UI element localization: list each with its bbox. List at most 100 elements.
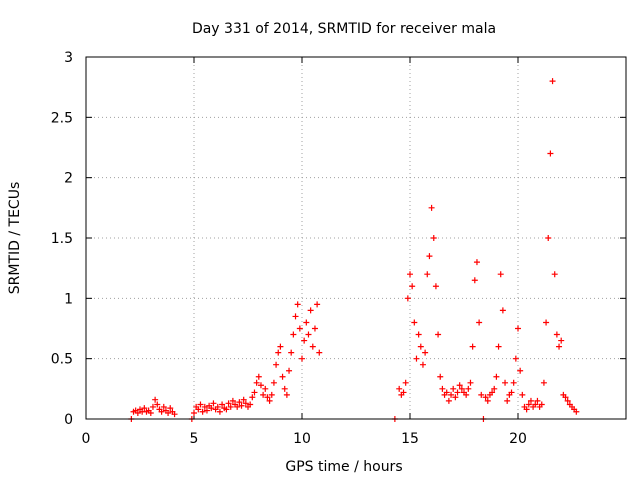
- data-point: [294, 301, 301, 308]
- data-point: [437, 373, 444, 380]
- data-point: [141, 405, 148, 412]
- data-point: [290, 331, 297, 338]
- data-point: [413, 355, 420, 362]
- data-point: [407, 271, 413, 278]
- data-point: [411, 319, 418, 326]
- data-point: [534, 397, 541, 404]
- data-point: [543, 319, 550, 326]
- data-point: [545, 235, 552, 241]
- data-point: [540, 379, 547, 386]
- data-point: [558, 337, 565, 344]
- data-point: [234, 403, 241, 410]
- data-point: [208, 405, 215, 412]
- data-point: [255, 373, 262, 380]
- y-tick-label: 0: [64, 412, 73, 428]
- data-point: [445, 397, 452, 404]
- data-point: [517, 367, 524, 374]
- y-tick-label: 3: [64, 50, 73, 66]
- data-point: [195, 406, 202, 413]
- data-point: [253, 379, 260, 386]
- data-point: [236, 399, 243, 406]
- data-point: [467, 379, 474, 386]
- data-point: [499, 307, 506, 314]
- grid-layer: [86, 57, 626, 419]
- data-point: [165, 409, 172, 416]
- data-point: [275, 349, 282, 356]
- data-point: [525, 401, 532, 408]
- data-point: [484, 397, 491, 404]
- data-point: [519, 391, 526, 398]
- data-point: [426, 253, 433, 260]
- data-point: [316, 349, 323, 356]
- data-point: [288, 349, 295, 356]
- data-point: [473, 259, 480, 266]
- data-point: [448, 391, 455, 398]
- x-tick-label: 0: [82, 431, 91, 447]
- data-point: [478, 391, 485, 398]
- data-point: [314, 301, 321, 308]
- data-point: [201, 403, 208, 410]
- data-point: [147, 409, 154, 416]
- data-point: [225, 400, 232, 407]
- data-point: [296, 325, 303, 332]
- data-point: [502, 379, 509, 386]
- data-point: [311, 325, 318, 332]
- data-point: [430, 235, 437, 241]
- data-point: [465, 385, 472, 392]
- data-point: [532, 401, 539, 408]
- data-point: [428, 204, 435, 211]
- data-point: [415, 331, 422, 338]
- data-point: [497, 271, 504, 278]
- data-point: [249, 394, 256, 401]
- data-point: [515, 325, 521, 332]
- data-point: [504, 397, 511, 404]
- data-point: [149, 403, 156, 410]
- data-point: [277, 343, 284, 350]
- data-point: [491, 385, 498, 392]
- data-point: [443, 389, 450, 396]
- y-tick-label: 1: [64, 291, 73, 307]
- data-point: [216, 408, 223, 415]
- data-point: [158, 408, 165, 415]
- data-point: [452, 394, 459, 401]
- data-point: [432, 283, 439, 290]
- data-point: [450, 385, 457, 392]
- data-point: [154, 401, 161, 408]
- x-tick-label: 15: [401, 431, 419, 447]
- y-tick-label: 0.5: [51, 352, 73, 368]
- data-point: [556, 343, 563, 350]
- data-point: [409, 283, 416, 290]
- data-point: [160, 403, 167, 410]
- data-point: [219, 401, 226, 408]
- chart-title: Day 331 of 2014, SRMTID for receiver mal…: [192, 21, 496, 37]
- data-point: [471, 277, 478, 284]
- data-point: [549, 78, 556, 85]
- data-point: [286, 367, 293, 374]
- data-point: [281, 385, 288, 392]
- data-point: [260, 391, 267, 398]
- data-point: [167, 405, 174, 412]
- data-point: [489, 389, 496, 396]
- data-point: [482, 394, 489, 401]
- data-point: [305, 331, 312, 338]
- x-tick-label: 20: [509, 431, 527, 447]
- data-point: [242, 400, 249, 407]
- data-point: [257, 382, 264, 389]
- data-point: [454, 389, 461, 396]
- data-point: [197, 401, 204, 408]
- data-point: [191, 409, 197, 416]
- data-point: [270, 379, 277, 386]
- data-point: [240, 396, 247, 403]
- data-point: [303, 319, 310, 326]
- data-point: [396, 385, 403, 392]
- data-point: [553, 331, 560, 338]
- data-point: [262, 385, 269, 392]
- data-point: [424, 271, 431, 278]
- data-point: [523, 406, 530, 413]
- data-point: [283, 391, 290, 398]
- data-point: [266, 397, 273, 404]
- data-point: [301, 337, 308, 344]
- data-point: [508, 389, 515, 396]
- data-point: [309, 343, 316, 350]
